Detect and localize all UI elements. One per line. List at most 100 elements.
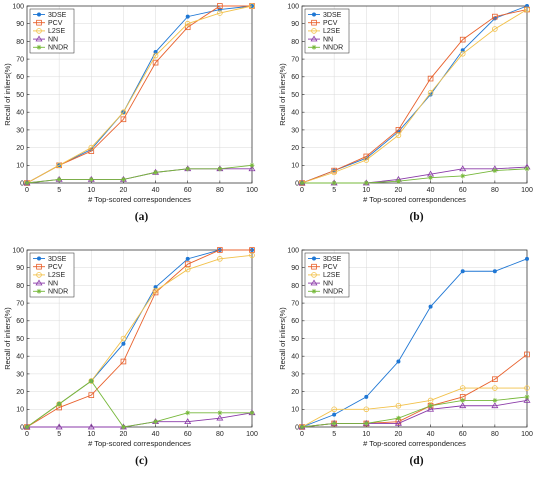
point-pcv-c-4 [152, 289, 159, 296]
y-tick-label-c-8: 80 [16, 283, 24, 290]
point-nndr-a-0 [24, 180, 30, 186]
x-tick-label-c-3: 20 [120, 431, 128, 438]
x-tick-label-a-6: 80 [216, 187, 224, 194]
point-pcv-b-2 [363, 153, 370, 160]
point-nndr-b-2 [363, 180, 369, 186]
grid-d [301, 249, 528, 428]
point-nndr-c-3 [121, 424, 126, 430]
point-pcv-d-6 [492, 376, 498, 383]
x-tick-label-d-0: 0 [300, 431, 304, 438]
point-nndr-b-5 [460, 173, 466, 179]
point-l2se-a-4 [152, 52, 159, 59]
y-tick-label-b-8: 80 [291, 39, 299, 46]
y-axis-label-a: Recall of inliers(%) [3, 63, 12, 126]
y-tick-label-d-7: 70 [291, 301, 299, 308]
point-l2se-d-2 [363, 406, 370, 413]
y-tick-label-a-0: 0 [20, 180, 24, 187]
x-tick-label-c-4: 40 [152, 431, 160, 438]
legend-marker-nndr-a [36, 44, 42, 50]
y-tick-label-c-7: 70 [16, 301, 24, 308]
point-nndr-c-5 [185, 410, 191, 416]
legend-label-3dse-d: 3DSE [323, 256, 342, 263]
point-3dse-d-4 [428, 304, 433, 309]
chart-panel-c: 0 10 20 30 40 50 60 70 80 90 100 0 5 10 20 40 60 80 100 # T… [0, 244, 275, 488]
point-nn-c-1 [55, 423, 63, 430]
point-pcv-b-3 [395, 127, 402, 133]
point-nndr-a-6 [217, 166, 223, 172]
x-tick-label-b-3: 20 [395, 187, 403, 194]
point-l2se-c-7 [249, 252, 255, 259]
legend-label-nn-a: NN [48, 36, 58, 43]
line-chart-d: 0 10 20 30 40 50 60 70 80 90 100 0 5 10 20 40 60 80 100 # T… [278, 247, 533, 467]
point-l2se-a-5 [184, 20, 191, 27]
y-tick-label-d-8: 80 [291, 283, 299, 290]
point-nndr-d-1 [331, 421, 337, 426]
x-tick-label-b-4: 40 [427, 187, 435, 194]
y-tick-label-b-6: 60 [291, 74, 299, 81]
legend-label-l2se-a: L2SE [48, 28, 65, 35]
x-tick-label-d-3: 20 [395, 431, 403, 438]
y-axis-label-c: Recall of inliers(%) [3, 307, 12, 370]
x-tick-label-d-7: 100 [521, 431, 533, 438]
x-tick-label-b-2: 10 [362, 187, 370, 194]
point-nndr-c-2 [88, 378, 94, 384]
legend-label-nndr-d: NNDR [323, 289, 343, 296]
point-pcv-b-4 [427, 75, 434, 82]
y-tick-label-c-10: 100 [12, 247, 24, 254]
point-pcv-a-2 [88, 148, 95, 154]
legend-label-pcv-c: PCV [48, 264, 63, 271]
x-tick-label-b-7: 100 [521, 187, 533, 194]
x-tick-label-d-5: 60 [459, 431, 467, 438]
point-nn-d-6 [491, 402, 499, 409]
point-3dse-d-1 [332, 412, 337, 417]
point-3dse-a-4 [153, 50, 158, 55]
series-line-pcv-b [301, 9, 528, 184]
point-nn-d-5 [459, 402, 467, 409]
point-l2se-c-3 [120, 335, 127, 342]
point-3dse-c-4 [153, 285, 158, 290]
y-axis-label-d: Recall of inliers(%) [278, 307, 287, 370]
x-tick-label-d-2: 10 [362, 431, 370, 438]
y-tick-label-a-9: 90 [16, 21, 24, 28]
point-nn-a-7 [248, 165, 256, 172]
x-tick-label-b-6: 80 [491, 187, 499, 194]
x-tick-label-a-1: 5 [57, 187, 61, 194]
y-tick-label-d-5: 50 [291, 336, 299, 343]
x-tick-label-a-0: 0 [25, 187, 29, 194]
point-nndr-d-4 [428, 403, 433, 409]
x-tick-label-c-1: 5 [57, 431, 61, 438]
series-line-nndr-c [26, 380, 252, 428]
y-tick-label-d-9: 90 [291, 265, 299, 272]
y-tick-label-a-3: 30 [16, 127, 24, 134]
point-nndr-b-3 [396, 178, 401, 184]
point-nn-d-7 [523, 396, 531, 403]
y-tick-label-b-5: 50 [291, 92, 299, 99]
legend-label-3dse-b: 3DSE [323, 12, 342, 19]
y-tick-label-c-9: 90 [16, 265, 24, 272]
point-nndr-a-5 [185, 166, 191, 172]
point-l2se-c-5 [184, 266, 191, 273]
point-pcv-b-6 [492, 13, 498, 20]
line-chart-a: 0 10 20 30 40 50 60 70 80 90 100 0 5 10 20 40 60 80 100 # T… [3, 3, 258, 223]
y-tick-label-d-10: 100 [287, 247, 299, 254]
point-l2se-b-2 [363, 157, 370, 163]
point-l2se-b-3 [395, 132, 402, 139]
y-tick-label-d-6: 60 [291, 318, 299, 325]
series-line-3dse-d [301, 258, 528, 428]
panel-caption-d: (d) [409, 455, 423, 467]
point-l2se-a-7 [249, 3, 255, 9]
point-nndr-b-7 [524, 166, 530, 172]
point-l2se-b-5 [459, 50, 466, 57]
x-tick-label-c-0: 0 [25, 431, 29, 438]
point-l2se-c-4 [152, 287, 159, 294]
legend-marker-nndr-d [311, 288, 317, 294]
x-axis-label-b: # Top-scored correspondences [363, 195, 466, 204]
series-nndr-a [24, 162, 255, 186]
legend-label-pcv-d: PCV [323, 264, 338, 271]
y-tick-label-d-3: 30 [291, 371, 299, 378]
x-tick-label-c-6: 80 [216, 431, 224, 438]
series-line-l2se-b [301, 9, 528, 184]
point-3dse-d-6 [492, 269, 497, 274]
series-nndr-b [299, 166, 530, 186]
